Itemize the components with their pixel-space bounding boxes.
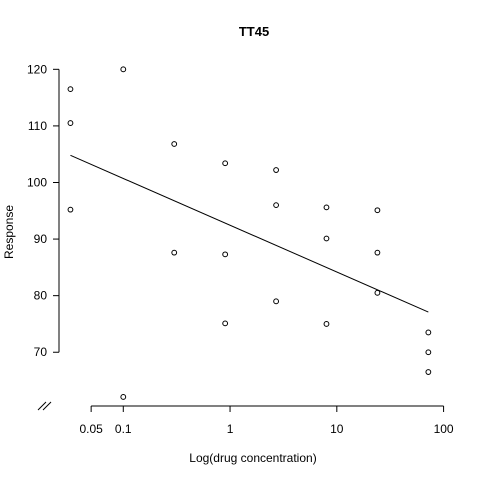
data-point (374, 289, 381, 296)
y-tick-label: 110 (28, 119, 47, 133)
data-point (222, 160, 229, 167)
x-axis-label: Log(drug concentration) (189, 451, 316, 465)
y-axis-label: Response (2, 205, 16, 259)
data-point (425, 349, 432, 356)
data-point (171, 141, 178, 147)
y-axis: 70 80 90 100 110 120 (27, 62, 60, 359)
fit-line-group (70, 154, 429, 313)
data-point (374, 249, 381, 256)
x-tick-label: 100 (434, 422, 454, 436)
y-tick-label: 90 (34, 232, 48, 246)
data-point (222, 320, 229, 327)
x-tick-label: 0.05 (79, 422, 103, 436)
y-tick-label: 70 (34, 345, 48, 359)
data-point (222, 251, 229, 258)
y-tick-label: 100 (27, 175, 47, 189)
regression-line (70, 154, 429, 313)
axis-break-mark (37, 401, 47, 411)
data-point (323, 235, 330, 242)
data-point (323, 204, 330, 211)
data-point (425, 369, 432, 375)
data-point (323, 321, 330, 327)
x-tick-label: 1 (227, 422, 234, 436)
data-points (67, 66, 432, 400)
y-tick-label: 120 (27, 62, 47, 76)
data-point (273, 167, 280, 173)
data-point (120, 394, 127, 400)
data-point (425, 329, 432, 336)
x-axis: 0.05 0.1 1 10 100 (37, 401, 454, 436)
data-point (120, 66, 127, 73)
data-point (273, 298, 280, 305)
axis-break-mark (42, 401, 52, 411)
data-point (67, 120, 74, 126)
x-tick-label: 0.1 (115, 422, 132, 436)
data-point (67, 86, 74, 93)
data-point (67, 206, 74, 213)
y-tick-label: 80 (34, 289, 48, 303)
data-point (273, 202, 280, 209)
chart-title: TT45 (239, 24, 269, 39)
data-point (374, 207, 381, 214)
data-point (171, 249, 178, 256)
x-tick-label: 10 (330, 422, 344, 436)
